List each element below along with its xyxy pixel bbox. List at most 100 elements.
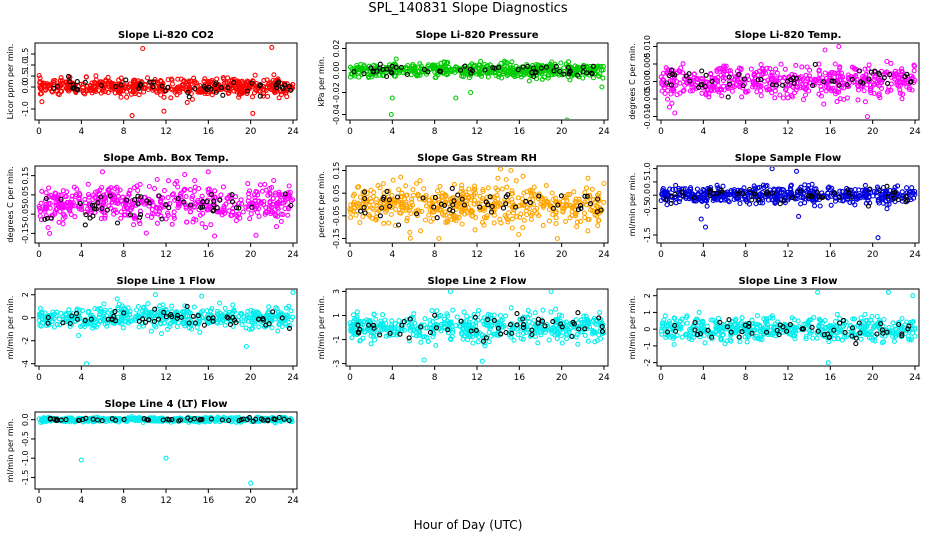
data-point [464,313,470,319]
x-tick-label: 24 [909,250,921,260]
data-point [445,330,451,336]
x-tick-label: 16 [825,127,837,137]
outlier-point [421,357,427,363]
reference-point [88,316,94,322]
x-tick-label: 4 [389,373,395,383]
data-point [432,69,438,75]
data-point [43,202,49,208]
data-point [535,340,541,346]
x-tick-label: 16 [825,373,837,383]
data-point [590,317,596,323]
data-point [254,189,260,195]
reference-point [763,191,770,197]
data-point [124,94,130,100]
data-point [547,61,553,67]
data-point [208,222,214,228]
y-tick-label: -0.010 [643,104,652,130]
data-point [409,202,416,208]
data-point [182,303,188,309]
reference-point [397,331,403,337]
data-point [247,216,253,222]
data-point [444,68,450,74]
data-point [172,89,178,95]
reference-point [418,324,424,330]
reference-point [749,197,755,203]
data-point [582,199,588,205]
reference-point [533,69,539,75]
chart-title: Slope Li-820 Temp. [735,30,842,41]
reference-point [726,74,732,80]
data-point [91,323,97,329]
data-point [906,84,912,90]
reference-point [138,194,144,200]
data-point [910,190,916,196]
data-point [763,85,770,91]
data-point [97,306,103,312]
reference-point [50,85,57,91]
reference-point [200,199,206,205]
y-tick-label: 0.005 [643,53,652,76]
data-point [707,84,713,90]
data-point [800,97,807,103]
data-point [798,201,804,207]
data-point [108,86,114,92]
data-point [206,186,212,192]
reference-point [520,316,526,322]
data-point [131,214,138,220]
data-point [749,84,756,90]
data-point [269,185,275,191]
data-point [260,90,266,97]
data-point [454,202,460,208]
reference-point [755,197,761,203]
data-point [283,89,289,95]
reference-point [777,201,783,207]
reference-point [449,185,455,191]
reference-point [190,313,196,319]
reference-point [137,214,143,220]
data-point [398,210,404,216]
data-point [141,310,147,317]
reference-point [431,204,437,210]
data-point [135,187,141,194]
reference-point [77,200,83,207]
x-tick-label: 24 [287,127,299,137]
outlier-point [84,361,90,365]
x-tick-label: 4 [78,373,84,383]
data-point [349,335,355,341]
data-point [354,309,360,315]
reference-point [687,78,693,84]
data-point [909,87,915,93]
reference-point [286,325,293,331]
data-point [214,76,220,82]
x-tick-label: 8 [121,127,127,137]
reference-point [793,75,800,81]
reference-point [500,205,507,211]
data-point [361,318,367,324]
outlier-point [554,235,560,242]
data-point [356,201,362,208]
data-point [108,185,114,191]
data-point [379,320,385,326]
reference-point [525,63,531,69]
data-point [576,196,582,202]
data-point [470,63,476,69]
reference-point [791,80,797,86]
data-point [597,309,603,316]
x-tick-label: 0 [36,250,42,260]
reference-point [175,196,181,202]
data-point [115,198,121,204]
data-point [127,187,133,193]
data-point [264,77,270,83]
data-point [531,184,537,190]
reference-point [266,321,272,327]
data-point [540,307,546,313]
data-point [448,337,454,343]
data-point [160,302,166,308]
data-point [659,88,665,94]
data-point [546,218,552,224]
data-point [199,221,205,227]
reference-point [595,196,601,202]
data-point [412,64,418,70]
data-point [586,216,592,222]
